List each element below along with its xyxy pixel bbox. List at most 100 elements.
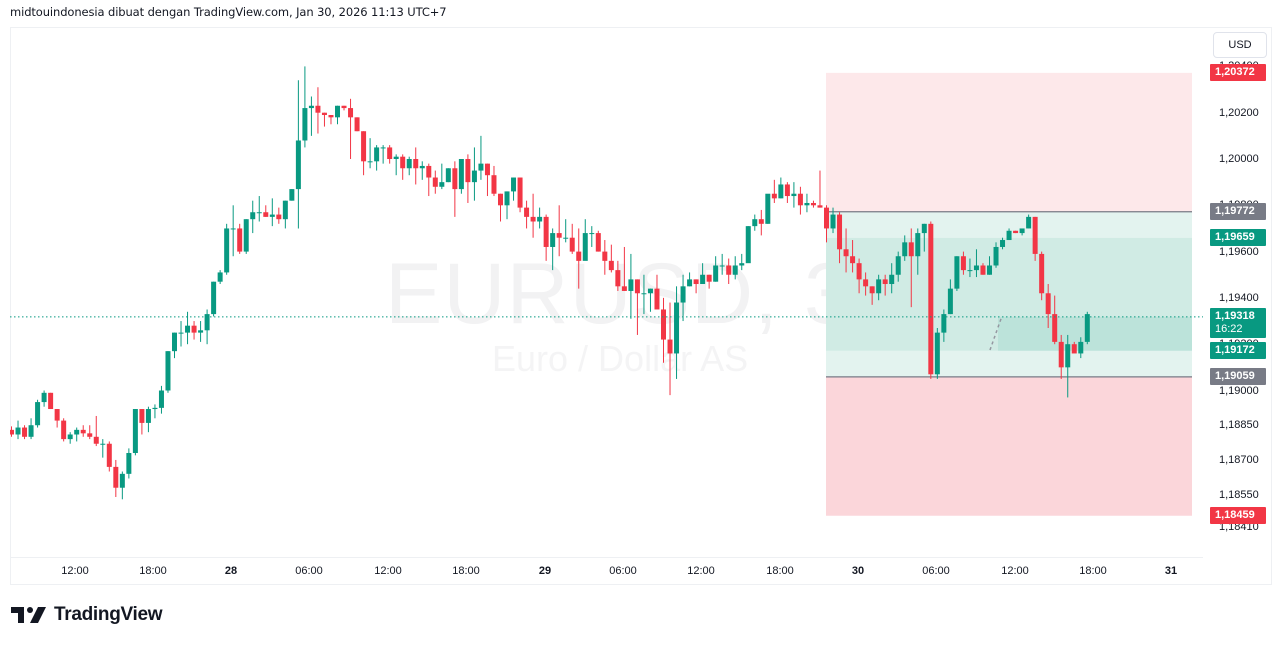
- candle-body: [256, 212, 262, 214]
- candle-body: [54, 409, 60, 421]
- candle-body: [667, 339, 673, 354]
- candle-body: [674, 302, 680, 354]
- candle-body: [22, 427, 28, 437]
- candle-body: [530, 216, 536, 222]
- candle-body: [295, 140, 301, 190]
- candle-body: [895, 256, 901, 275]
- candle-body: [498, 193, 503, 206]
- candle-body: [863, 279, 869, 287]
- lower-red-zone: [826, 376, 1192, 516]
- candle-body: [119, 473, 125, 488]
- candle-body: [517, 177, 523, 208]
- time-scale[interactable]: [10, 557, 1203, 585]
- candle-body: [791, 193, 797, 197]
- time-tick: 06:00: [922, 565, 950, 577]
- candle-body: [1000, 240, 1006, 247]
- candle-body: [960, 256, 966, 271]
- candle-body: [569, 237, 575, 252]
- candle-body: [556, 233, 562, 238]
- candle-body: [452, 168, 458, 190]
- projection-line: [989, 315, 1003, 351]
- candle-body: [15, 427, 21, 435]
- candle-body: [328, 115, 334, 118]
- price-tick: 1,18550: [1219, 488, 1259, 501]
- candle-body: [491, 175, 497, 194]
- candle-body: [928, 223, 934, 375]
- price-tick: 1,19400: [1219, 291, 1259, 304]
- candlestick-chart[interactable]: [10, 27, 1203, 557]
- candle-body: [576, 251, 582, 261]
- candle-body: [582, 233, 588, 261]
- time-tick: 18:00: [452, 565, 480, 577]
- candle-body: [1019, 228, 1025, 234]
- candle-body: [100, 443, 106, 445]
- candle-body: [289, 189, 295, 201]
- candle-body: [413, 159, 419, 169]
- candle-body: [902, 242, 908, 257]
- bar-countdown: 16:22: [1215, 323, 1243, 336]
- candle-body: [511, 177, 517, 192]
- time-tick: 29: [538, 565, 552, 577]
- candle-body: [524, 207, 530, 217]
- candle-body: [1032, 216, 1038, 254]
- candle-body: [973, 265, 979, 271]
- candle-body: [158, 390, 164, 408]
- time-tick: 12:00: [1001, 565, 1029, 577]
- time-tick: 18:00: [1079, 565, 1107, 577]
- candle-body: [67, 434, 73, 440]
- candle-body: [1013, 230, 1019, 234]
- upper-red-zone: [826, 72, 1192, 212]
- candle-body: [784, 184, 790, 197]
- candle-body: [276, 214, 282, 220]
- candle-body: [687, 279, 693, 287]
- candle-body: [458, 159, 464, 190]
- candle-body: [824, 207, 829, 229]
- candle-body: [1071, 344, 1077, 354]
- time-tick: 18:00: [766, 565, 794, 577]
- candle-body: [348, 108, 354, 118]
- candle-body: [406, 159, 412, 169]
- time-tick: 28: [224, 565, 238, 577]
- candle-body: [752, 219, 758, 227]
- candle-body: [1065, 344, 1071, 368]
- candle-body: [126, 453, 132, 474]
- candle-body: [595, 233, 601, 252]
- candle-body: [882, 279, 888, 285]
- candle-body: [393, 156, 399, 159]
- candle-body: [387, 147, 393, 159]
- currency-button[interactable]: USD: [1213, 32, 1267, 58]
- time-tick: 06:00: [295, 565, 323, 577]
- candle-body: [837, 214, 843, 250]
- candle-body: [765, 193, 771, 224]
- candle-body: [139, 409, 145, 423]
- candle-body: [647, 288, 653, 294]
- candle-body: [172, 332, 177, 352]
- time-tick: 12:00: [61, 565, 89, 577]
- candle-body: [739, 263, 745, 266]
- candle-body: [93, 436, 99, 444]
- candle-body: [321, 112, 327, 116]
- candle-body: [563, 237, 569, 239]
- candle-body: [589, 233, 595, 235]
- candle-body: [993, 246, 999, 266]
- candle-body: [954, 256, 960, 289]
- candle-body: [908, 242, 914, 257]
- candle-body: [217, 272, 223, 282]
- tradingview-logo[interactable]: TradingView: [11, 604, 163, 626]
- candle-body: [830, 214, 836, 229]
- candle-body: [745, 226, 751, 264]
- candle-body: [1058, 341, 1064, 368]
- logo-text: TradingView: [54, 604, 163, 625]
- chart-pane[interactable]: EURUSD, 30 Euro / Dollar AS: [10, 27, 1203, 557]
- candle-body: [726, 265, 732, 275]
- candle-body: [400, 156, 406, 169]
- price-tick: 1,18410: [1219, 521, 1259, 534]
- candle-body: [1006, 230, 1012, 241]
- candle-body: [1052, 314, 1058, 342]
- price-label-target-lower: 1,19172: [1210, 342, 1266, 360]
- tradingview-logo-icon: [11, 607, 46, 623]
- time-tick: 12:00: [374, 565, 402, 577]
- candle-body: [191, 325, 197, 333]
- price-tick: 1,20200: [1219, 106, 1259, 119]
- candle-body: [243, 219, 249, 252]
